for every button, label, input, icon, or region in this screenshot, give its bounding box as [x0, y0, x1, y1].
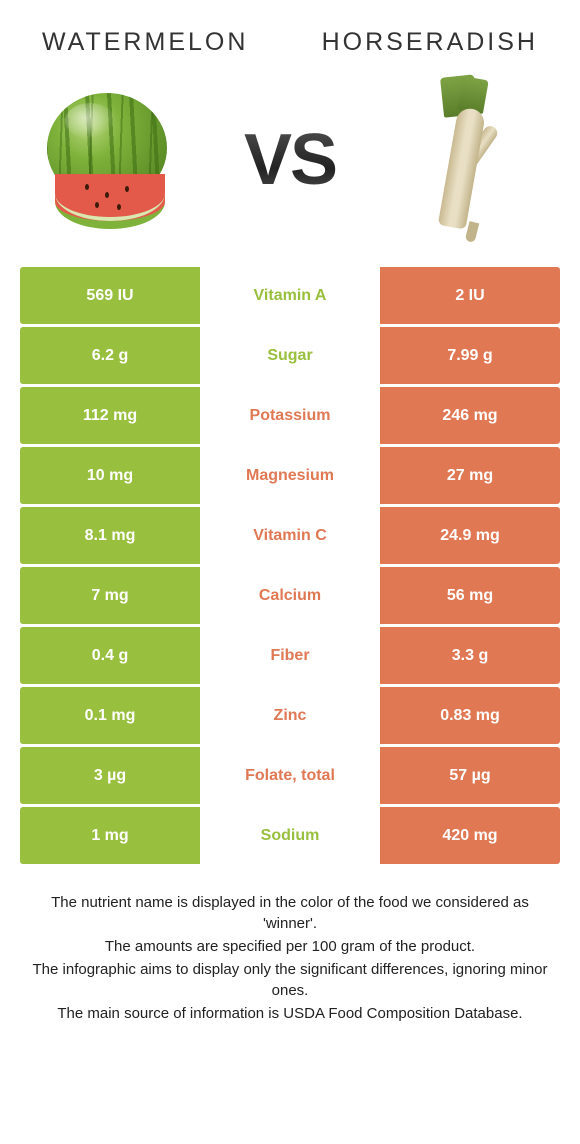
horseradish-image: [378, 80, 538, 240]
left-value-cell: 0.4 g: [20, 627, 200, 684]
right-value-cell: 27 mg: [380, 447, 560, 504]
nutrient-label: Vitamin A: [200, 267, 380, 324]
hero-row: VS: [0, 67, 580, 267]
right-value-cell: 2 IU: [380, 267, 560, 324]
left-value-cell: 1 mg: [20, 807, 200, 864]
left-value-cell: 112 mg: [20, 387, 200, 444]
table-row: 10 mgMagnesium27 mg: [20, 447, 560, 504]
right-value-cell: 420 mg: [380, 807, 560, 864]
footnote-line: The infographic aims to display only the…: [32, 959, 548, 1001]
nutrient-label: Folate, total: [200, 747, 380, 804]
left-value-cell: 6.2 g: [20, 327, 200, 384]
right-value-cell: 0.83 mg: [380, 687, 560, 744]
nutrient-label: Potassium: [200, 387, 380, 444]
table-row: 569 IUVitamin A2 IU: [20, 267, 560, 324]
footnote-line: The amounts are specified per 100 gram o…: [32, 936, 548, 957]
left-value-cell: 10 mg: [20, 447, 200, 504]
nutrient-table: 569 IUVitamin A2 IU6.2 gSugar7.99 g112 m…: [0, 267, 580, 864]
table-row: 0.1 mgZinc0.83 mg: [20, 687, 560, 744]
nutrient-label: Magnesium: [200, 447, 380, 504]
left-value-cell: 3 µg: [20, 747, 200, 804]
table-row: 0.4 gFiber3.3 g: [20, 627, 560, 684]
left-value-cell: 0.1 mg: [20, 687, 200, 744]
horseradish-icon: [398, 80, 518, 240]
nutrient-label: Sugar: [200, 327, 380, 384]
left-food-title: WATERMELON: [42, 28, 248, 57]
right-value-cell: 57 µg: [380, 747, 560, 804]
table-row: 8.1 mgVitamin C24.9 mg: [20, 507, 560, 564]
vs-label: VS: [244, 119, 336, 201]
footnote-line: The nutrient name is displayed in the co…: [32, 892, 548, 934]
right-value-cell: 56 mg: [380, 567, 560, 624]
table-row: 1 mgSodium420 mg: [20, 807, 560, 864]
watermelon-image: [42, 80, 202, 240]
table-row: 6.2 gSugar7.99 g: [20, 327, 560, 384]
table-row: 112 mgPotassium246 mg: [20, 387, 560, 444]
table-row: 3 µgFolate, total57 µg: [20, 747, 560, 804]
nutrient-label: Zinc: [200, 687, 380, 744]
right-value-cell: 24.9 mg: [380, 507, 560, 564]
left-value-cell: 7 mg: [20, 567, 200, 624]
right-value-cell: 3.3 g: [380, 627, 560, 684]
left-value-cell: 569 IU: [20, 267, 200, 324]
watermelon-icon: [47, 85, 197, 235]
right-value-cell: 246 mg: [380, 387, 560, 444]
footnote-line: The main source of information is USDA F…: [32, 1003, 548, 1024]
header: WATERMELON HORSERADISH: [0, 0, 580, 67]
right-food-title: HORSERADISH: [322, 28, 538, 57]
left-value-cell: 8.1 mg: [20, 507, 200, 564]
footnote: The nutrient name is displayed in the co…: [0, 864, 580, 1024]
table-row: 7 mgCalcium56 mg: [20, 567, 560, 624]
right-value-cell: 7.99 g: [380, 327, 560, 384]
nutrient-label: Sodium: [200, 807, 380, 864]
nutrient-label: Calcium: [200, 567, 380, 624]
nutrient-label: Fiber: [200, 627, 380, 684]
nutrient-label: Vitamin C: [200, 507, 380, 564]
